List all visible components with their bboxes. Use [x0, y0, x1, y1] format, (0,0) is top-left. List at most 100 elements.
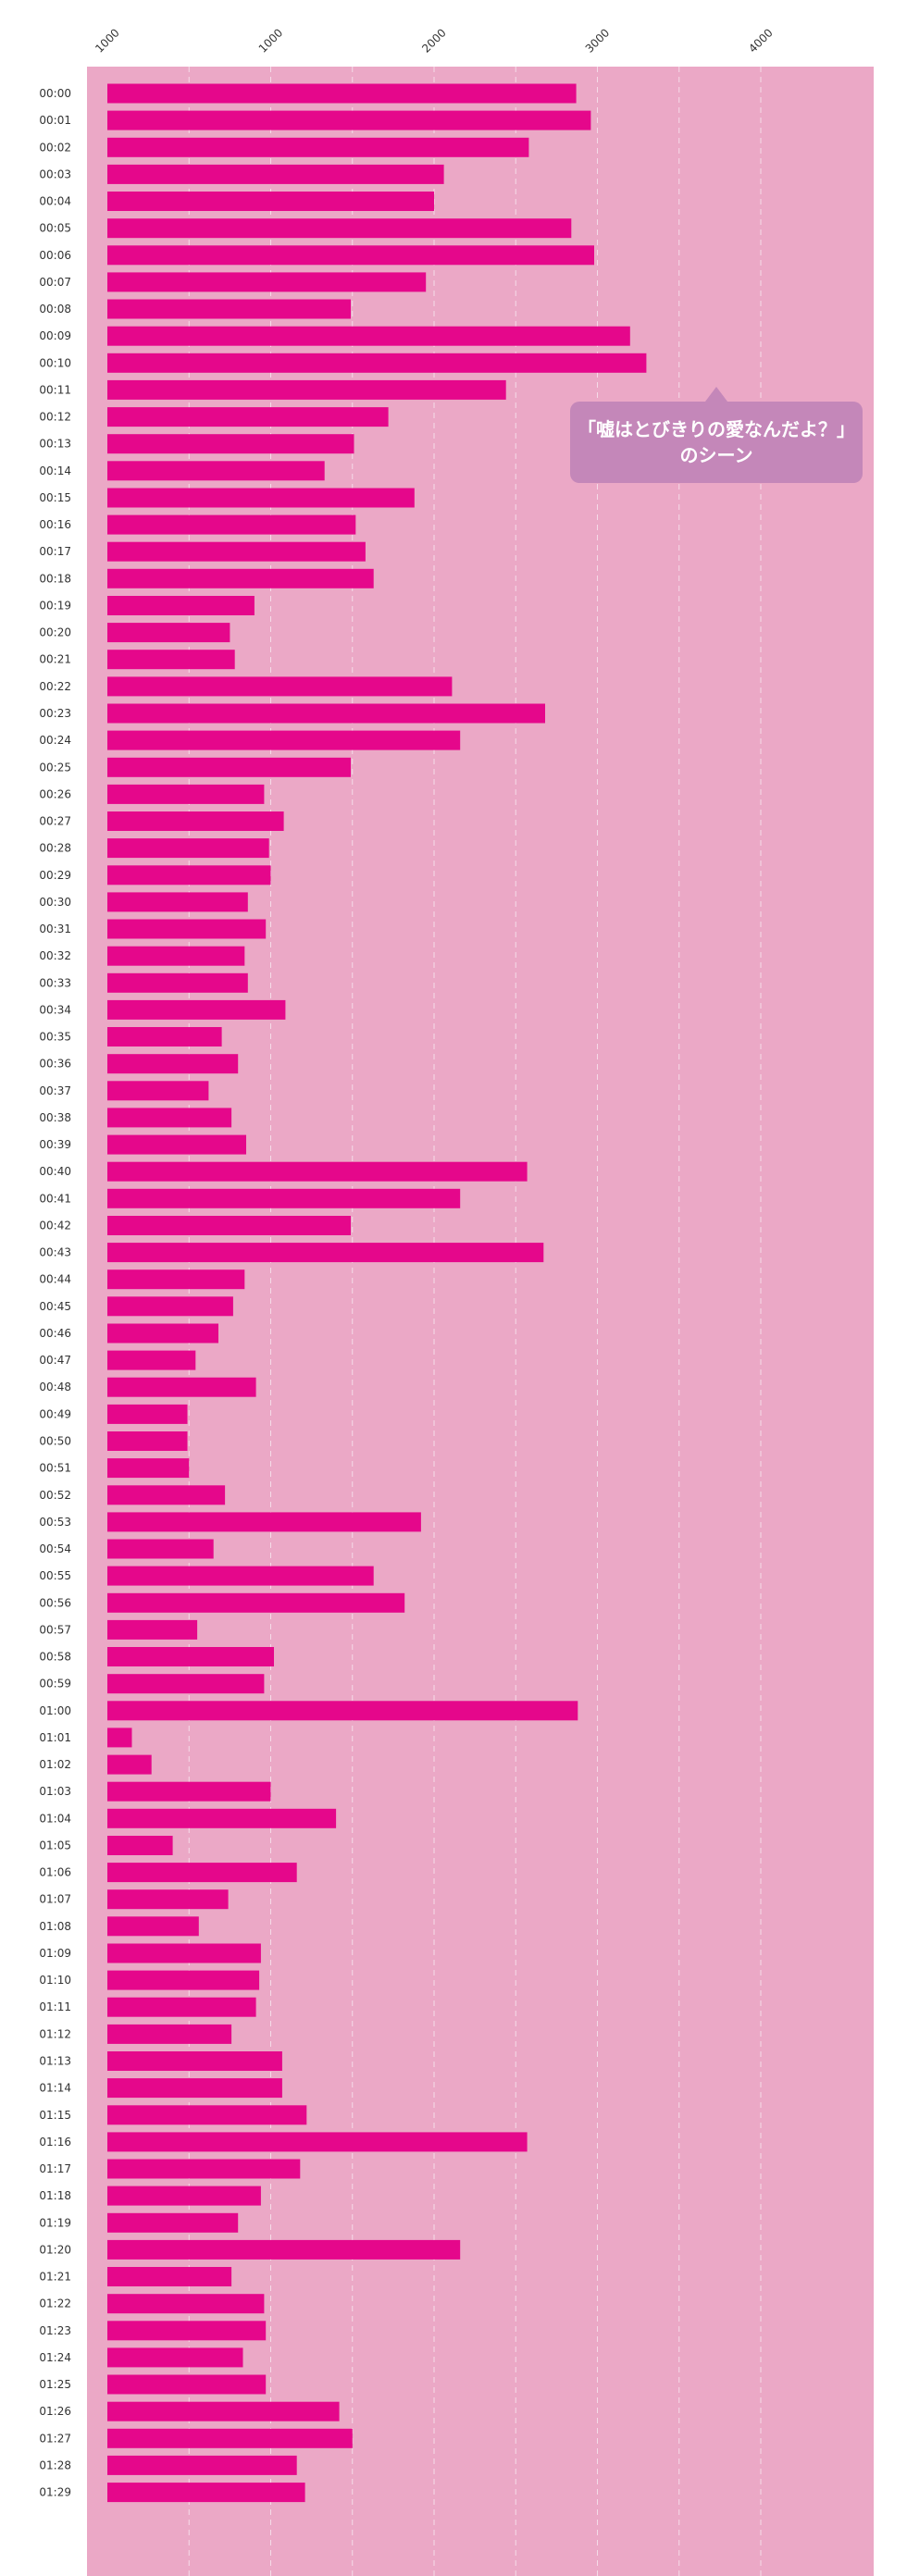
- bar: [107, 407, 389, 427]
- category-label: 00:23: [39, 707, 71, 720]
- bar: [107, 353, 647, 373]
- category-label: 00:53: [39, 1516, 71, 1529]
- bar: [107, 1081, 209, 1101]
- category-label: 00:25: [39, 761, 71, 774]
- category-label: 00:00: [39, 87, 71, 100]
- bar: [107, 596, 255, 615]
- category-label: 00:36: [39, 1058, 71, 1071]
- bar: [107, 730, 461, 750]
- bar: [107, 1647, 274, 1666]
- bar: [107, 1161, 528, 1182]
- category-label: 00:10: [39, 356, 71, 369]
- bar: [107, 1916, 199, 1937]
- plot-background: [87, 67, 874, 2576]
- category-label: 01:15: [39, 2109, 71, 2122]
- bar: [107, 999, 286, 1020]
- category-label: 00:12: [39, 411, 71, 424]
- bar: [107, 1728, 132, 1748]
- bar: [107, 2239, 461, 2260]
- category-label: 00:26: [39, 787, 71, 800]
- category-label: 00:35: [39, 1031, 71, 1044]
- bar: [107, 192, 434, 211]
- bar: [107, 2483, 305, 2503]
- bar: [107, 1539, 214, 1559]
- bar: [107, 1404, 188, 1424]
- category-label: 01:17: [39, 2162, 71, 2175]
- category-label: 01:25: [39, 2378, 71, 2391]
- bar: [107, 1808, 337, 1828]
- bars: [107, 83, 647, 2503]
- category-label: 01:02: [39, 1758, 71, 1771]
- category-label: 00:06: [39, 249, 71, 262]
- callout-line-1: 「嘘はとびきりの愛なんだよ？」: [578, 418, 855, 440]
- bar: [107, 1619, 198, 1640]
- category-label: 00:07: [39, 276, 71, 289]
- bar: [107, 2159, 301, 2179]
- bar: [107, 488, 415, 508]
- category-label: 00:59: [39, 1678, 71, 1690]
- category-label: 01:29: [39, 2486, 71, 2499]
- bar: [107, 1566, 374, 1586]
- bar: [107, 1216, 351, 1235]
- bar: [107, 1188, 461, 1208]
- bar: [107, 299, 351, 319]
- category-label: 00:01: [39, 114, 71, 127]
- category-label: 00:08: [39, 303, 71, 316]
- bar: [107, 1781, 271, 1802]
- category-label: 01:03: [39, 1785, 71, 1798]
- bar: [107, 1054, 239, 1074]
- category-label: 00:43: [39, 1246, 71, 1259]
- category-label: 00:13: [39, 438, 71, 451]
- category-label: 00:14: [39, 464, 71, 477]
- category-label: 00:49: [39, 1407, 71, 1420]
- x-tick-label: 2000: [419, 26, 448, 55]
- category-label: 00:19: [39, 600, 71, 613]
- bar: [107, 1296, 233, 1317]
- category-label: 00:38: [39, 1111, 71, 1124]
- category-label: 00:56: [39, 1596, 71, 1609]
- category-label: 00:46: [39, 1327, 71, 1340]
- category-label: 01:23: [39, 2324, 71, 2337]
- x-tick-label: 4000: [746, 26, 775, 55]
- category-label: 01:05: [39, 1839, 71, 1852]
- bar: [107, 1512, 421, 1532]
- category-label: 00:31: [39, 923, 71, 935]
- category-label: 01:18: [39, 2189, 71, 2202]
- category-label: 00:29: [39, 869, 71, 882]
- category-label: 01:21: [39, 2271, 71, 2284]
- bar: [107, 2347, 243, 2368]
- bar: [107, 272, 427, 292]
- category-label: 00:34: [39, 1003, 71, 1016]
- bar: [107, 110, 591, 130]
- category-label: 00:52: [39, 1489, 71, 1502]
- category-label: 00:04: [39, 195, 71, 208]
- bar: [107, 2186, 261, 2206]
- category-label: 00:15: [39, 491, 71, 504]
- bar: [107, 2455, 297, 2475]
- category-label: 01:06: [39, 1866, 71, 1879]
- bar: [107, 2374, 267, 2395]
- bar: [107, 811, 284, 831]
- bar: [107, 2212, 239, 2233]
- bar: [107, 703, 545, 724]
- bar: [107, 1754, 152, 1775]
- bar: [107, 892, 248, 912]
- category-label: 00:32: [39, 949, 71, 962]
- scene-callout: 「嘘はとびきりの愛なんだよ？」 のシーン: [570, 387, 863, 483]
- bar: [107, 1027, 222, 1046]
- category-label: 00:21: [39, 653, 71, 666]
- category-label: 00:05: [39, 222, 71, 235]
- bar: [107, 1377, 256, 1397]
- category-label: 00:40: [39, 1165, 71, 1178]
- bar: [107, 757, 351, 777]
- category-label: 01:27: [39, 2432, 71, 2445]
- bar: [107, 514, 356, 535]
- category-label: 00:27: [39, 815, 71, 828]
- x-tick-label: 3000: [583, 26, 612, 55]
- bar: [107, 650, 235, 670]
- category-label: 01:09: [39, 1947, 71, 1960]
- bar: [107, 83, 577, 104]
- bar: [107, 972, 248, 993]
- category-label: 01:24: [39, 2351, 71, 2364]
